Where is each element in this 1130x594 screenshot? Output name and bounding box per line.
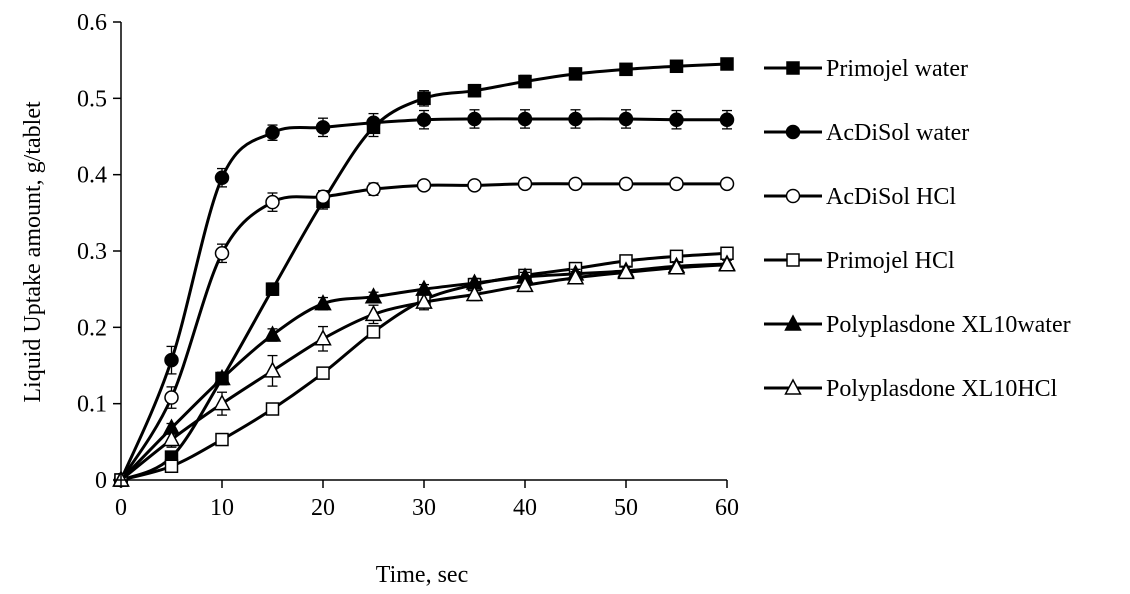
data-point <box>467 178 482 193</box>
legend-marker <box>785 124 801 140</box>
data-point <box>364 287 383 304</box>
data-point <box>214 170 230 185</box>
legend-marker <box>784 378 802 395</box>
legend-marker <box>786 61 800 75</box>
data-point <box>465 284 484 302</box>
legend-marker <box>785 188 801 204</box>
x-tick-label: 10 <box>210 495 234 521</box>
data-point <box>215 432 229 447</box>
data-point <box>618 111 634 127</box>
data-point <box>263 325 282 342</box>
legend-marker <box>786 253 800 267</box>
data-point <box>265 125 280 140</box>
legend-label: AcDiSol HCl <box>826 184 956 210</box>
data-point <box>667 258 686 275</box>
x-tick-label: 50 <box>614 495 638 521</box>
plot-area <box>112 57 736 488</box>
data-point <box>213 394 231 411</box>
legend-label: Polyplasdone XL10water <box>826 312 1071 338</box>
data-point <box>316 366 330 380</box>
data-point <box>265 194 280 210</box>
data-point <box>164 390 179 405</box>
data-point <box>669 112 684 127</box>
x-axis-title: Time, sec <box>376 562 468 588</box>
data-point <box>366 325 381 339</box>
x-tick-label: 60 <box>715 495 739 521</box>
y-tick-label: 0.2 <box>77 315 107 341</box>
legend-item-3: AcDiSol HCl <box>764 184 956 210</box>
legend-marker <box>784 314 802 331</box>
data-point <box>718 255 736 272</box>
legend-label: AcDiSol water <box>826 120 969 146</box>
y-axis-title: Liquid Uptake amount, g/tablet <box>20 101 46 403</box>
legend-label: Polyplasdone XL10HCl <box>826 376 1058 402</box>
data-point <box>467 83 482 98</box>
legend-label: Primojel HCl <box>826 248 955 274</box>
data-point <box>669 59 684 74</box>
series-3 <box>113 176 735 488</box>
data-point <box>467 111 482 127</box>
series-line <box>119 182 727 481</box>
y-tick-label: 0.6 <box>77 10 107 36</box>
data-point <box>214 246 230 261</box>
data-point <box>719 112 735 127</box>
data-point <box>164 459 179 474</box>
data-point <box>315 189 331 205</box>
data-point <box>314 294 332 311</box>
axes: 0 0.1 0.2 0.3 0.4 0.5 0.6 0 10 20 30 40 50 60 <box>77 10 739 521</box>
y-tick-label: 0.3 <box>77 239 107 265</box>
data-point <box>416 112 432 127</box>
data-point <box>416 178 432 193</box>
x-tick-label: 20 <box>311 495 335 521</box>
x-tick-label: 30 <box>412 495 436 521</box>
data-point <box>263 361 282 378</box>
data-point <box>719 176 735 192</box>
y-tick-label: 0.4 <box>77 163 107 189</box>
data-point <box>517 176 533 192</box>
data-point <box>518 74 532 89</box>
data-point <box>265 282 280 296</box>
data-point <box>720 57 734 71</box>
series-6 <box>112 255 736 487</box>
legend-item-2: AcDiSol water <box>764 120 969 146</box>
data-point <box>213 368 231 386</box>
data-point <box>315 120 331 135</box>
legend-item-6: Polyplasdone XL10HCl <box>764 376 1058 402</box>
data-point <box>516 275 534 293</box>
legend: Primojel water AcDiSol water AcDiSol HCl Pr… <box>764 56 1071 402</box>
data-point <box>568 176 583 192</box>
data-point <box>314 329 332 346</box>
legend-label: Primojel water <box>826 56 968 82</box>
data-point <box>415 292 433 309</box>
data-point <box>618 176 634 192</box>
data-point <box>164 352 179 368</box>
data-point <box>617 262 635 280</box>
data-point <box>619 62 633 77</box>
legend-item-1: Primojel water <box>764 56 968 82</box>
x-tick-label: 0 <box>115 495 127 521</box>
data-point <box>568 67 583 81</box>
data-point <box>566 268 585 285</box>
y-tick-label: 0 <box>95 468 107 494</box>
data-point <box>517 111 533 127</box>
series-2 <box>113 109 735 488</box>
x-tick-label: 40 <box>513 495 537 521</box>
legend-item-4: Primojel HCl <box>764 248 955 274</box>
data-point <box>162 429 181 447</box>
data-point <box>364 304 383 322</box>
data-point <box>366 181 381 197</box>
y-tick-label: 0.1 <box>77 392 107 418</box>
data-point <box>568 111 583 127</box>
legend-item-5: Polyplasdone XL10water <box>764 312 1071 338</box>
data-point <box>265 402 280 416</box>
data-point <box>366 115 381 131</box>
y-tick-label: 0.5 <box>77 86 107 112</box>
data-point <box>417 91 431 106</box>
data-point <box>669 176 684 192</box>
